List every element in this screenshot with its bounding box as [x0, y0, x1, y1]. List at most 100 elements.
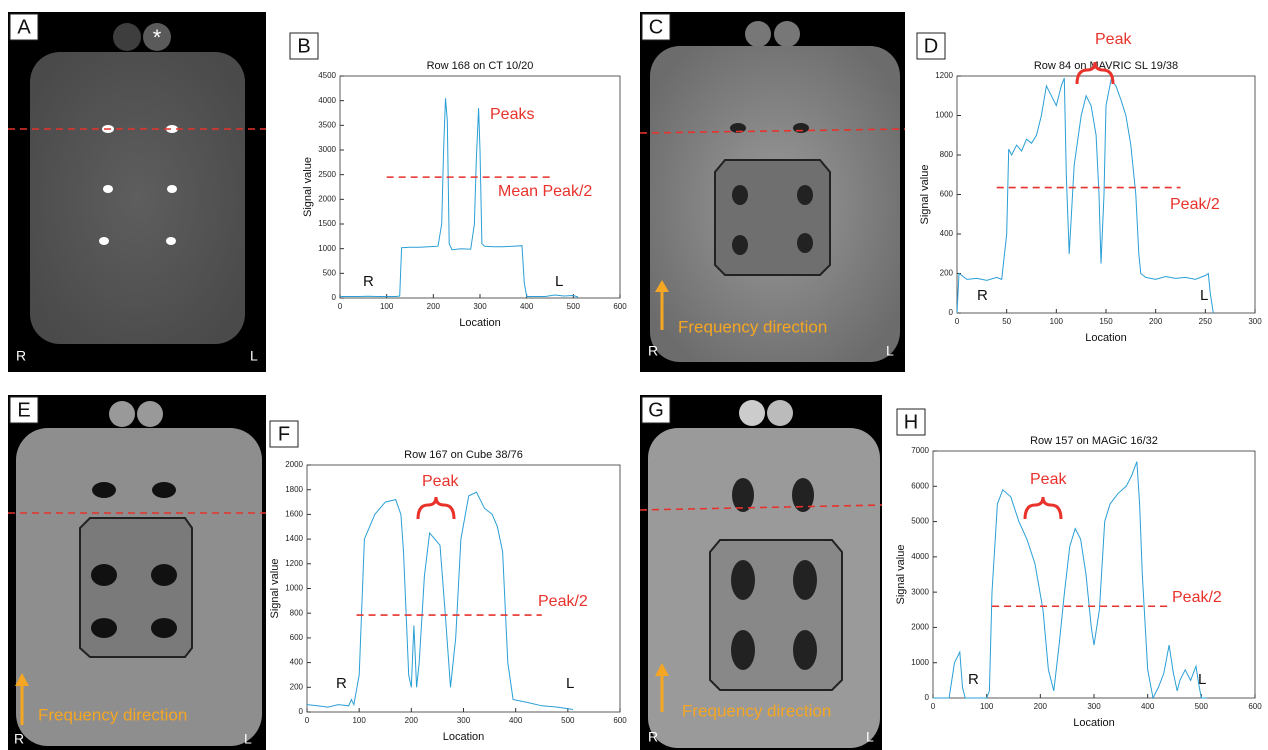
y-tick-label: 2000 [285, 460, 303, 469]
x-tick-label: 600 [1248, 702, 1262, 711]
chart-title: Row 168 on CT 10/20 [427, 60, 534, 72]
signal-line [933, 461, 1207, 700]
bracket [416, 496, 456, 520]
x-axis-label: Location [443, 731, 485, 743]
x-tick-label: 300 [473, 302, 487, 311]
side-label: R [968, 671, 979, 688]
y-tick-label: 3000 [318, 145, 336, 154]
panel-label-box [289, 32, 319, 60]
side-label: L [250, 348, 258, 364]
y-axis-label: Signal value [919, 165, 931, 225]
phantom [30, 52, 245, 344]
panel-label: B [297, 35, 310, 57]
x-tick-label: 50 [1002, 317, 1011, 326]
y-tick-label: 3000 [911, 587, 929, 596]
side-label: R [336, 675, 347, 692]
y-tick-label: 1200 [935, 71, 953, 80]
y-tick-label: 1600 [285, 510, 303, 519]
artifacts [730, 123, 813, 255]
y-tick-label: 1000 [911, 658, 929, 667]
annotation: Peak [1095, 31, 1132, 48]
annotation: Peak/2 [538, 593, 588, 610]
annotation: Mean Peak/2 [498, 183, 592, 200]
x-tick-label: 600 [613, 302, 627, 311]
panel-label-box [916, 32, 946, 60]
side-label: R [648, 343, 658, 359]
y-tick-label: 200 [290, 682, 304, 691]
x-tick-label: 100 [1050, 317, 1064, 326]
y-tick-label: 1400 [285, 534, 303, 543]
vial [774, 21, 800, 47]
side-label: L [1198, 671, 1206, 688]
y-tick-label: 2000 [911, 623, 929, 632]
x-tick-label: 600 [613, 716, 627, 725]
side-label: L [1200, 287, 1208, 304]
x-tick-label: 200 [1034, 702, 1048, 711]
x-tick-label: 400 [1141, 702, 1155, 711]
image-panel: C Frequency direction R L [639, 12, 906, 372]
marker: * [153, 25, 162, 50]
y-tick-label: 1200 [285, 559, 303, 568]
y-tick-label: 0 [299, 707, 304, 716]
annotation: Peak [422, 473, 459, 490]
y-axis-label: Signal value [269, 559, 281, 619]
x-axis-label: Location [1073, 717, 1115, 729]
y-tick-label: 0 [332, 293, 337, 302]
y-tick-label: 4000 [911, 552, 929, 561]
x-tick-label: 0 [305, 716, 310, 725]
bracket [1075, 61, 1115, 85]
implants [99, 125, 178, 245]
x-tick-label: 100 [380, 302, 394, 311]
x-tick-label: 300 [457, 716, 471, 725]
holder [714, 159, 831, 276]
vial [745, 21, 771, 47]
x-tick-label: 100 [352, 716, 366, 725]
x-tick-label: 500 [1195, 702, 1209, 711]
side-label: L [555, 273, 563, 290]
panel-label-box [641, 13, 671, 41]
x-tick-label: 200 [1149, 317, 1163, 326]
frequency-arrow-head [15, 673, 29, 686]
y-tick-label: 6000 [911, 481, 929, 490]
x-tick-label: 400 [509, 716, 523, 725]
direction-label: Frequency direction [682, 701, 831, 720]
annotation: Peak/2 [1170, 196, 1220, 213]
image-panel: G Frequency direction R L [639, 395, 883, 750]
chart-title: Row 84 on MAVRIC SL 19/38 [1034, 60, 1178, 72]
profile-row [639, 504, 883, 511]
panel-label-box [896, 408, 926, 436]
y-tick-label: 400 [290, 658, 304, 667]
holder [709, 539, 843, 691]
y-tick-label: 4500 [318, 71, 336, 80]
side-label: L [886, 343, 894, 359]
panel-label: A [17, 16, 31, 38]
x-axis-label: Location [459, 317, 501, 329]
x-tick-label: 400 [520, 302, 534, 311]
direction-label: Frequency direction [38, 705, 187, 724]
side-label: R [16, 348, 26, 364]
x-tick-label: 500 [561, 716, 575, 725]
vial [143, 23, 171, 51]
chart-title: Row 167 on Cube 38/76 [404, 449, 523, 461]
y-tick-label: 400 [940, 229, 954, 238]
y-tick-label: 500 [323, 268, 337, 277]
x-tick-label: 150 [1099, 317, 1113, 326]
x-tick-label: 250 [1199, 317, 1213, 326]
y-tick-label: 4000 [318, 96, 336, 105]
y-axis-label: Signal value [302, 157, 314, 217]
x-axis-label: Location [1085, 332, 1127, 344]
vial [113, 23, 141, 51]
side-label: R [14, 731, 24, 747]
signal-line [306, 491, 574, 710]
vial [137, 401, 163, 427]
x-tick-label: 300 [1248, 317, 1262, 326]
x-tick-label: 500 [567, 302, 581, 311]
artifacts [731, 478, 817, 670]
x-tick-label: 100 [980, 702, 994, 711]
side-label: R [648, 729, 658, 745]
panel-label: F [278, 423, 290, 445]
direction-label: Frequency direction [678, 317, 827, 336]
panel-label: E [17, 399, 30, 421]
panel-label-box [9, 396, 39, 424]
panel-label: H [904, 411, 918, 433]
